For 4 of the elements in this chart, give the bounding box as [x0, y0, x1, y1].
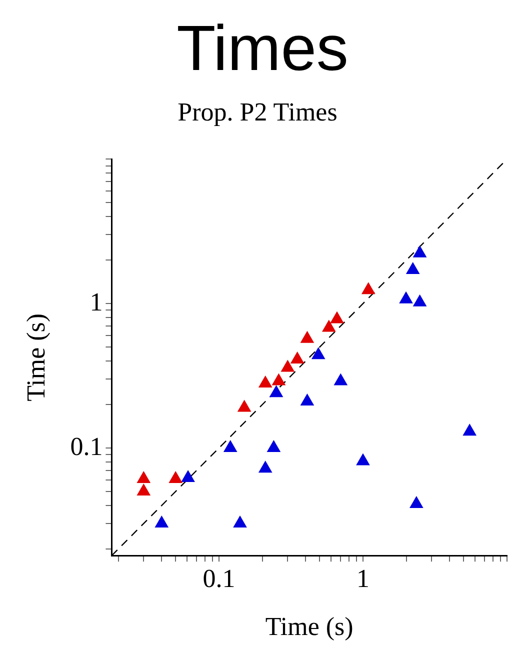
chart-title: Times [176, 11, 350, 86]
chart-subtitle: Prop. P2 Times [178, 97, 338, 126]
y-axis-title: Time (s) [21, 313, 50, 402]
x-axis-title: Time (s) [265, 612, 354, 642]
